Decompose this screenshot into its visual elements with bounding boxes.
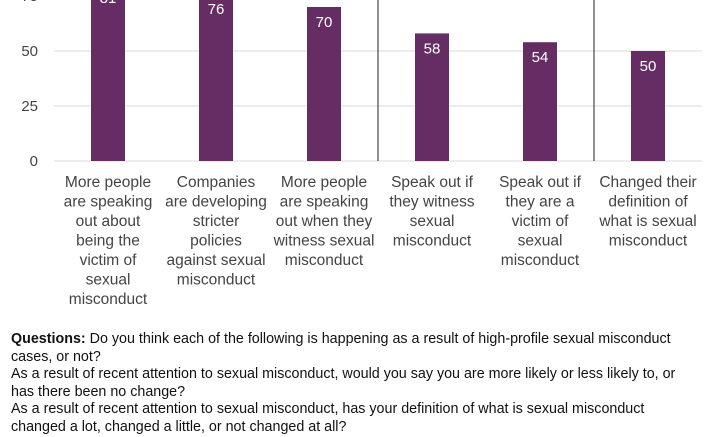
category-label-line: More people <box>65 174 151 191</box>
bar <box>415 33 449 161</box>
data-label: 50 <box>640 58 657 75</box>
bar <box>307 7 341 161</box>
category-label-line: victim of <box>80 252 138 269</box>
category-label: Changed their definition of what is sexual… <box>598 174 696 250</box>
category-label: Companies are developing stricter policies a… <box>165 174 267 289</box>
category-label-line: misconduct <box>177 272 256 289</box>
y-tick-label: 0 <box>30 153 38 170</box>
category-label: More people are speaking out when they witn… <box>273 174 375 269</box>
bar <box>199 0 233 161</box>
group-dividers <box>377 0 595 161</box>
questions-label: Questions: <box>11 331 86 347</box>
category-label-line: misconduct <box>393 233 472 250</box>
category-label-line: misconduct <box>69 291 148 308</box>
category-label-line: misconduct <box>501 252 580 269</box>
category-labels: More people are speaking out about being th… <box>64 174 697 308</box>
data-label: 58 <box>424 40 441 57</box>
questions-note: Questions: Do you think each of the foll… <box>11 331 701 437</box>
category-label-line: definition of <box>608 194 688 211</box>
category-label-line: they witness <box>389 194 475 211</box>
category-label-line: out when they <box>276 213 373 230</box>
data-labels: 81 76 70 58 54 50 <box>100 0 657 75</box>
data-label: 70 <box>316 14 333 31</box>
category-label-line: are speaking <box>64 194 153 211</box>
bar <box>631 51 665 161</box>
y-tick-label: 75 <box>21 0 38 5</box>
category-label: Speak out if they witness sexual misconduct <box>389 174 475 250</box>
bars <box>91 0 665 162</box>
category-label-line: they are a <box>506 194 575 211</box>
category-label: Speak out if they are a victim of sexual mis… <box>499 174 582 269</box>
bar-chart: 0 25 50 75 81 76 70 58 54 50 More people are spea… <box>21 0 702 308</box>
data-label: 81 <box>100 0 117 7</box>
category-label-line: out about <box>76 213 141 230</box>
category-label-line: Companies <box>177 174 256 191</box>
category-label-line: witness sexual <box>273 233 375 250</box>
category-label-line: Speak out if <box>391 174 474 191</box>
question-line-1: Questions: Do you think each of the foll… <box>11 331 701 366</box>
data-label: 54 <box>532 49 549 66</box>
y-axis-ticks: 0 25 50 75 <box>21 0 38 170</box>
category-label-line: what is sexual <box>598 213 696 230</box>
category-label-line: being the <box>76 233 140 250</box>
category-label-line: policies <box>190 233 242 250</box>
question-line-2: As a result of recent attention to sexua… <box>11 366 676 400</box>
question-line-3: As a result of recent attention to sexua… <box>11 401 645 435</box>
category-label-line: misconduct <box>285 252 364 269</box>
question-text-1: Do you think each of the following is ha… <box>11 331 671 365</box>
data-label: 76 <box>208 1 225 18</box>
category-label-line: sexual <box>86 272 131 289</box>
category-label-line: are speaking <box>280 194 369 211</box>
y-tick-label: 50 <box>21 43 38 60</box>
category-label-line: misconduct <box>609 233 688 250</box>
category-label-line: are developing <box>165 194 267 211</box>
category-label-line: stricter <box>193 213 240 230</box>
category-label-line: sexual <box>410 213 455 230</box>
category-label-line: More people <box>281 174 367 191</box>
bar <box>91 0 125 161</box>
category-label-line: sexual <box>518 233 563 250</box>
y-tick-label: 25 <box>21 98 38 115</box>
bar <box>523 42 557 162</box>
category-label-line: against sexual <box>166 252 265 269</box>
category-label: More people are speaking out about being th… <box>64 174 153 308</box>
category-label-line: Changed their <box>599 174 696 191</box>
category-label-line: victim of <box>512 213 570 230</box>
category-label-line: Speak out if <box>499 174 582 191</box>
